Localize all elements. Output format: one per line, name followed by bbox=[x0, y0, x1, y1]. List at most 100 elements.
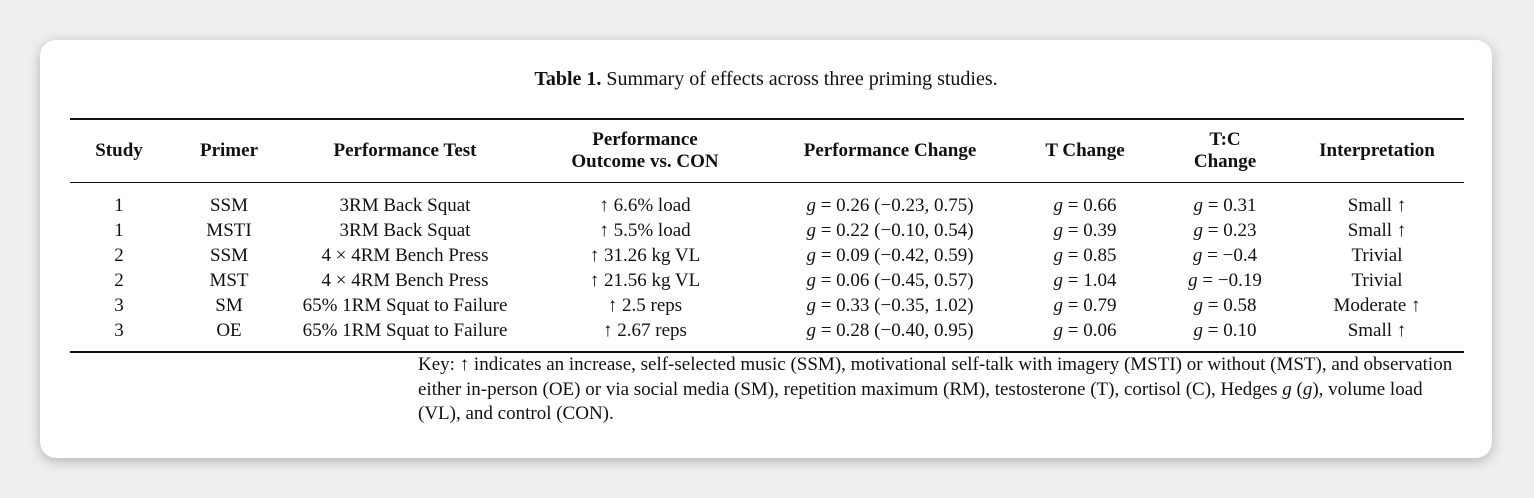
cell-primer: OE bbox=[168, 318, 290, 352]
cell-tc-change-value: = 0.31 bbox=[1203, 195, 1257, 216]
cell-study-value: 1 bbox=[114, 220, 124, 241]
cell-interpretation-value: Small ↑ bbox=[1347, 195, 1407, 216]
cell-t-change: g = 0.79 bbox=[1010, 293, 1160, 318]
cell-interpretation: Trivial bbox=[1290, 268, 1464, 293]
cell-t-change: g = 0.66 bbox=[1010, 183, 1160, 219]
cell-interpretation: Small ↑ bbox=[1290, 183, 1464, 219]
table-row: 2 MST 4 × 4RM Bench Press ↑ 21.56 kg VL g = … bbox=[70, 268, 1464, 293]
g-symbol: g bbox=[806, 295, 816, 316]
g-symbol: g bbox=[1053, 195, 1064, 216]
cell-outcome: ↑ 2.5 reps bbox=[520, 293, 770, 318]
cell-study: 2 bbox=[70, 268, 168, 293]
cell-outcome: ↑ 5.5% load bbox=[520, 218, 770, 243]
header-test: Performance Test bbox=[333, 140, 477, 161]
cell-tc-change: g = −0.19 bbox=[1160, 268, 1290, 293]
table-card: Table 1. Summary of effects across three… bbox=[40, 40, 1492, 458]
cell-perf-change-value: = 0.26 (−0.23, 0.75) bbox=[815, 195, 974, 216]
cell-study-value: 1 bbox=[114, 195, 124, 216]
header-outcome-line1: Performance bbox=[592, 129, 698, 150]
g-symbol: g bbox=[1193, 220, 1204, 241]
g-symbol: g bbox=[1193, 295, 1204, 316]
cell-interpretation: Small ↑ bbox=[1290, 318, 1464, 352]
header-interpretation: Interpretation bbox=[1319, 140, 1435, 161]
cell-primer: MSTI bbox=[168, 218, 290, 243]
key-text: Key: ↑ indicates an increase, self-selec… bbox=[418, 354, 1453, 400]
g-symbol: g bbox=[806, 320, 816, 341]
cell-outcome: ↑ 2.67 reps bbox=[520, 318, 770, 352]
cell-interpretation-value: Small ↑ bbox=[1347, 320, 1407, 341]
cell-outcome-value: ↑ 5.5% load bbox=[599, 220, 691, 241]
cell-perf-change: g = 0.33 (−0.35, 1.02) bbox=[770, 293, 1010, 318]
key-text: ), volume load (VL), and control (CON). bbox=[418, 378, 1423, 425]
cell-primer-value: SSM bbox=[209, 195, 249, 216]
cell-test: 65% 1RM Squat to Failure bbox=[290, 293, 520, 318]
header-tc-line2: Change bbox=[1193, 151, 1257, 172]
cell-outcome-value: ↑ 31.26 kg VL bbox=[589, 245, 701, 266]
cell-outcome-value: ↑ 2.5 reps bbox=[607, 295, 683, 316]
table-row: 3 OE 65% 1RM Squat to Failure ↑ 2.67 reps g … bbox=[70, 318, 1464, 352]
cell-test-value: 65% 1RM Squat to Failure bbox=[302, 295, 508, 316]
cell-tc-change-value: = 0.23 bbox=[1203, 220, 1257, 241]
table-key: Key: ↑ indicates an increase, self-selec… bbox=[418, 353, 1468, 427]
cell-perf-change: g = 0.26 (−0.23, 0.75) bbox=[770, 183, 1010, 219]
cell-tc-change: g = 0.23 bbox=[1160, 218, 1290, 243]
cell-tc-change-value: = 0.10 bbox=[1203, 320, 1257, 341]
g-symbol: g bbox=[1053, 245, 1064, 266]
cell-study-value: 2 bbox=[114, 245, 124, 266]
cell-perf-change: g = 0.09 (−0.42, 0.59) bbox=[770, 243, 1010, 268]
key-g-symbol: g bbox=[1302, 378, 1313, 400]
g-symbol: g bbox=[1193, 320, 1204, 341]
g-symbol: g bbox=[806, 245, 816, 266]
g-symbol: g bbox=[806, 195, 816, 216]
cell-perf-change-value: = 0.28 (−0.40, 0.95) bbox=[815, 320, 974, 341]
table-row: 1 MSTI 3RM Back Squat ↑ 5.5% load g = 0.22 (… bbox=[70, 218, 1464, 243]
cell-t-change-value: = 0.39 bbox=[1063, 220, 1117, 241]
cell-test: 4 × 4RM Bench Press bbox=[290, 268, 520, 293]
cell-outcome: ↑ 21.56 kg VL bbox=[520, 268, 770, 293]
cell-primer-value: SM bbox=[215, 295, 243, 316]
cell-tc-change-value: = −0.19 bbox=[1197, 270, 1262, 291]
table-row: 1 SSM 3RM Back Squat ↑ 6.6% load g = 0.26 (−… bbox=[70, 183, 1464, 219]
g-symbol: g bbox=[1053, 220, 1064, 241]
g-symbol: g bbox=[1188, 270, 1198, 291]
g-symbol: g bbox=[806, 270, 816, 291]
cell-interpretation-value: Moderate ↑ bbox=[1333, 295, 1421, 316]
cell-perf-change-value: = 0.06 (−0.45, 0.57) bbox=[815, 270, 974, 291]
cell-perf-change: g = 0.28 (−0.40, 0.95) bbox=[770, 318, 1010, 352]
cell-perf-change: g = 0.06 (−0.45, 0.57) bbox=[770, 268, 1010, 293]
header-t-change: T Change bbox=[1045, 140, 1125, 161]
g-symbol: g bbox=[806, 220, 816, 241]
cell-perf-change-value: = 0.33 (−0.35, 1.02) bbox=[815, 295, 974, 316]
cell-primer: SSM bbox=[168, 243, 290, 268]
cell-study-value: 3 bbox=[114, 295, 124, 316]
cell-primer-value: MSTI bbox=[206, 220, 252, 241]
cell-study: 2 bbox=[70, 243, 168, 268]
cell-study-value: 2 bbox=[114, 270, 124, 291]
header-perf-change: Performance Change bbox=[803, 140, 977, 161]
header-study: Study bbox=[95, 140, 143, 161]
cell-tc-change: g = 0.31 bbox=[1160, 183, 1290, 219]
key-g-symbol: g bbox=[1282, 378, 1292, 400]
cell-test-value: 4 × 4RM Bench Press bbox=[321, 270, 489, 291]
cell-outcome: ↑ 6.6% load bbox=[520, 183, 770, 219]
cell-t-change: g = 1.04 bbox=[1010, 268, 1160, 293]
cell-t-change: g = 0.06 bbox=[1010, 318, 1160, 352]
cell-test-value: 3RM Back Squat bbox=[339, 220, 471, 241]
cell-perf-change-value: = 0.09 (−0.42, 0.59) bbox=[815, 245, 974, 266]
caption-text: Summary of effects across three priming … bbox=[601, 68, 998, 90]
header-tc-line1: T:C bbox=[1209, 129, 1241, 150]
cell-tc-change-value: = −0.4 bbox=[1202, 245, 1258, 266]
cell-perf-change-value: = 0.22 (−0.10, 0.54) bbox=[815, 220, 974, 241]
caption-label: Table 1. bbox=[534, 68, 602, 90]
cell-primer: SSM bbox=[168, 183, 290, 219]
cell-outcome-value: ↑ 21.56 kg VL bbox=[589, 270, 701, 291]
g-symbol: g bbox=[1193, 195, 1204, 216]
table-row: 3 SM 65% 1RM Squat to Failure ↑ 2.5 reps g =… bbox=[70, 293, 1464, 318]
cell-primer-value: OE bbox=[216, 320, 242, 341]
cell-test: 4 × 4RM Bench Press bbox=[290, 243, 520, 268]
cell-interpretation: Small ↑ bbox=[1290, 218, 1464, 243]
cell-tc-change: g = 0.10 bbox=[1160, 318, 1290, 352]
cell-test-value: 65% 1RM Squat to Failure bbox=[302, 320, 508, 341]
cell-t-change-value: = 0.06 bbox=[1063, 320, 1117, 341]
cell-interpretation: Trivial bbox=[1290, 243, 1464, 268]
